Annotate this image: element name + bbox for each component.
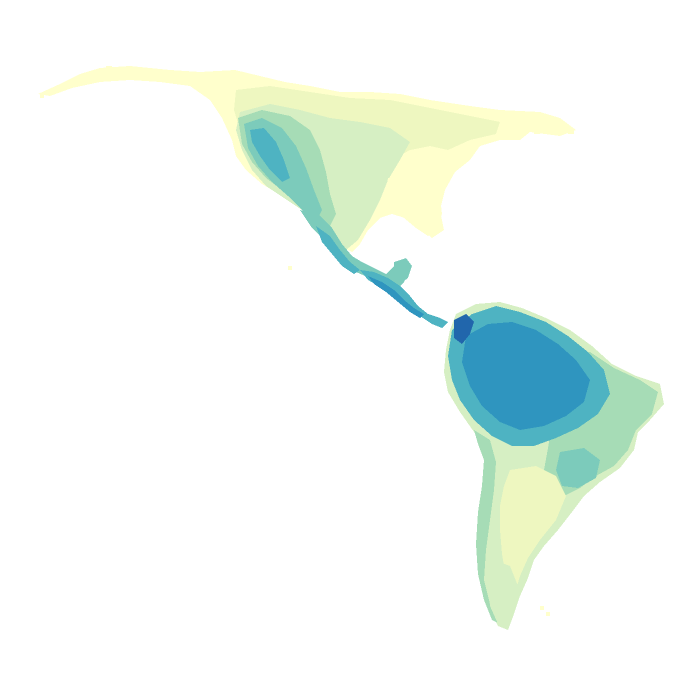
chaco: [556, 448, 600, 488]
southern-cone: [500, 466, 566, 596]
central-america-core: [368, 276, 424, 318]
arctic-islet: [556, 126, 562, 130]
island-speckles: [40, 66, 574, 616]
pacific-northwest: [250, 128, 290, 182]
aleutian-islet: [106, 66, 112, 70]
aleutian-islet: [84, 74, 88, 78]
falkland-islet: [546, 612, 550, 616]
arctic-islet: [534, 130, 540, 134]
mexico: [300, 210, 410, 290]
mexico-highlands: [316, 226, 360, 274]
patagonia: [488, 560, 518, 626]
colombia-pacific: [454, 314, 474, 344]
north-america-landmass: [38, 66, 576, 290]
yucatan: [394, 258, 412, 284]
baja-islet: [288, 266, 292, 270]
south-america-landmass: [444, 302, 664, 630]
amazon-core: [462, 322, 590, 430]
central-america-landmass: [360, 258, 448, 328]
aleutian-islet: [40, 94, 44, 98]
falkland-islet: [540, 606, 544, 610]
andes-west: [474, 430, 500, 624]
eastern-us-pale: [384, 176, 442, 236]
arctic-islet: [568, 130, 574, 134]
